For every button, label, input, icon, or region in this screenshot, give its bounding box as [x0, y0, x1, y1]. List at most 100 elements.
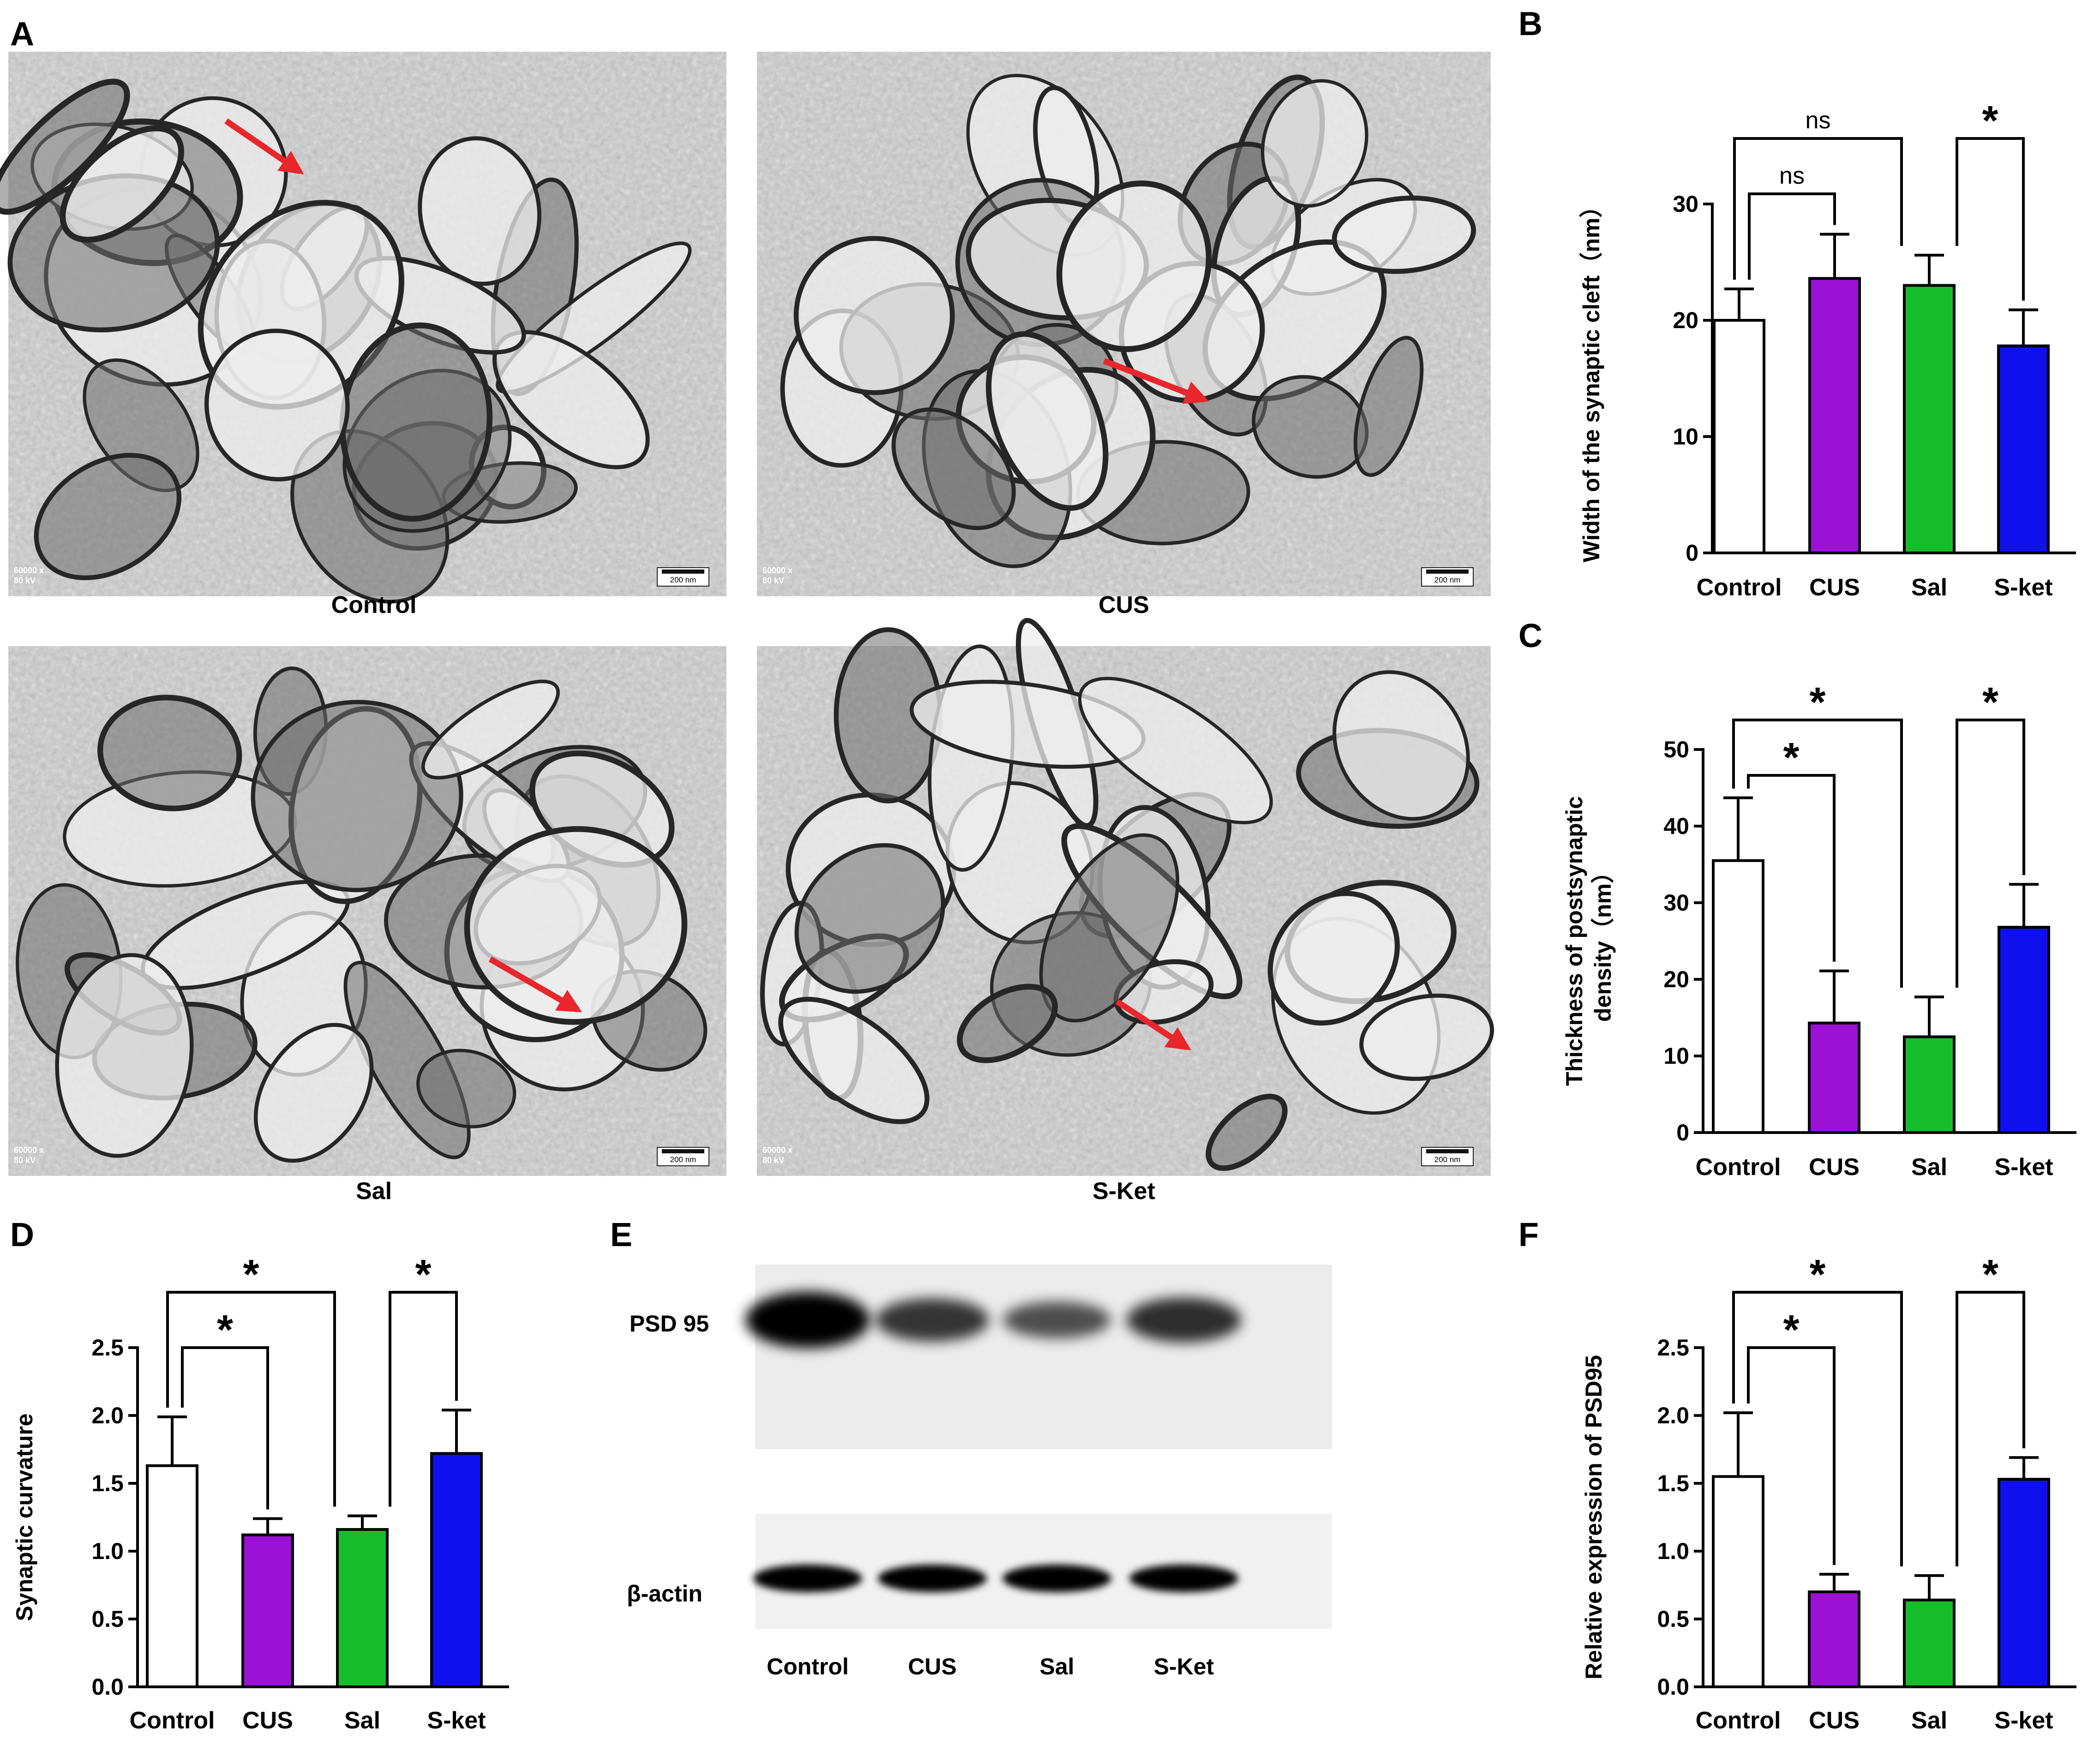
- actin-band: [1129, 1565, 1238, 1592]
- significance-label: *: [1809, 1252, 1825, 1298]
- y-tick-label: 0.5: [91, 1606, 124, 1632]
- significance-bracket: [1732, 1291, 1903, 1566]
- psd95-band: [876, 1298, 989, 1342]
- tem-cell-profile: [60, 125, 184, 243]
- voltage-label: 80 kV: [762, 1156, 784, 1165]
- panel-letter-d: D: [10, 1217, 34, 1253]
- y-tick-label: 0.0: [1657, 1674, 1689, 1700]
- x-tick-label: Control: [1696, 1707, 1781, 1734]
- magnification-label: 60000 x: [762, 566, 792, 575]
- tem-cell-profile: [1260, 79, 1368, 208]
- y-axis-label: Relative expression of PSD95: [1581, 1355, 1607, 1679]
- bar: [1903, 1598, 1956, 1689]
- y-axis-label: Synaptic curvature: [12, 1413, 37, 1621]
- tem-mitochondrion: [1353, 336, 1424, 477]
- bar: [1998, 926, 2050, 1134]
- blot-lane-label: Sal: [1039, 1654, 1074, 1679]
- x-tick-label: S-ket: [427, 1707, 486, 1734]
- tem-mitochondrion: [0, 78, 130, 215]
- chart-synaptic-cleft-width: 0 10 20 30 Control CUS Sal S-ket Width of the sy…: [1578, 98, 2076, 601]
- tem-caption: S-Ket: [1092, 1178, 1155, 1205]
- blot-row-label: β-actin: [627, 1581, 702, 1607]
- x-tick-label: CUS: [1809, 574, 1860, 601]
- significance-bracket: [1748, 192, 1836, 280]
- synapse-arrow: [1115, 999, 1191, 1050]
- x-tick-label: CUS: [1809, 1154, 1860, 1181]
- actin-band: [1002, 1565, 1111, 1592]
- psd95-band: [745, 1292, 870, 1348]
- bar: [1808, 1021, 1860, 1134]
- y-tick-label: 1.5: [91, 1470, 124, 1496]
- significance-label: *: [217, 1307, 233, 1353]
- magnification-label: 60000 x: [762, 1145, 792, 1155]
- tem-mitochondrion: [891, 407, 1016, 530]
- significance-label: *: [1809, 679, 1825, 726]
- blot-lane-label: Control: [767, 1654, 849, 1679]
- tem-caption: Control: [331, 592, 417, 618]
- voltage-label: 80 kV: [14, 1156, 36, 1165]
- y-tick-label: 30: [1673, 191, 1698, 217]
- tem-cell-profile: [421, 679, 560, 780]
- bar: [1712, 1475, 1764, 1689]
- psd95-band: [1126, 1297, 1242, 1343]
- bar: [1808, 277, 1861, 554]
- bar: [1903, 1035, 1956, 1134]
- scale-bar: [662, 1149, 704, 1153]
- y-tick-label: 2.5: [91, 1335, 124, 1361]
- tem-cell-profile: [253, 1023, 374, 1163]
- significance-label: *: [415, 1252, 431, 1298]
- tem-mitochondrion: [416, 1049, 516, 1128]
- significance-label: *: [1982, 679, 1998, 726]
- bar: [1808, 1590, 1860, 1688]
- y-tick-label: 20: [1673, 307, 1698, 333]
- tem-cell-profile: [418, 136, 541, 286]
- significance-bracket: [1732, 719, 1903, 988]
- magnification-label: 60000 x: [14, 1145, 44, 1155]
- y-tick-label: 20: [1663, 966, 1689, 992]
- synapse-arrow: [1103, 358, 1209, 404]
- y-tick-label: 0.0: [91, 1674, 124, 1700]
- significance-bracket: [1956, 719, 2025, 988]
- tem-caption: Sal: [356, 1178, 392, 1205]
- tem-panel: 200 nm 60000 x80 kV: [757, 618, 1494, 1176]
- panel-letter-b: B: [1518, 6, 1542, 42]
- bar: [1712, 859, 1764, 1134]
- blot-lane-label: S-Ket: [1154, 1654, 1214, 1679]
- actin-band: [878, 1565, 987, 1592]
- y-tick-label: 0.5: [1657, 1606, 1689, 1632]
- tem-mitochondrion: [957, 983, 1058, 1063]
- bar: [1713, 319, 1765, 554]
- scale-bar: [1426, 570, 1469, 574]
- blot-membrane-psd95: [755, 1265, 1332, 1449]
- significance-bracket: [1747, 774, 1836, 962]
- chart-postsynaptic-density-thickness: 0 10 20 30 40 50 Control CUS Sal S-ket Thickness o…: [1561, 679, 2076, 1181]
- tem-panel: 200 nm 60000 x80 kV: [0, 52, 726, 604]
- tem-panel: 200 nm 60000 x80 kV: [8, 646, 726, 1176]
- bar: [1997, 344, 2050, 554]
- tem-mitochondrion: [97, 695, 242, 811]
- x-tick-label: Control: [130, 1707, 215, 1734]
- panel-letter-f: F: [1518, 1217, 1539, 1253]
- x-tick-label: Sal: [1911, 1154, 1947, 1181]
- y-tick-label: 2.0: [1657, 1403, 1689, 1428]
- significance-bracket: [181, 1346, 269, 1510]
- x-tick-label: Sal: [1911, 1707, 1947, 1734]
- x-tick-label: Sal: [1911, 574, 1947, 601]
- y-axis-label: Thickness of postsynaptic: [1561, 796, 1587, 1086]
- significance-label: ns: [1806, 107, 1831, 134]
- scale-bar-label: 200 nm: [1434, 1155, 1461, 1164]
- tem-cell-profile: [1056, 180, 1212, 352]
- western-blot: PSD 95 β-actin Control CUS Sal S-Ket: [627, 1265, 1332, 1679]
- y-tick-label: 40: [1663, 813, 1689, 839]
- significance-label: ns: [1779, 162, 1805, 189]
- significance-bracket: [1733, 137, 1903, 280]
- significance-bracket: [166, 1291, 336, 1507]
- scale-bar-label: 200 nm: [1434, 576, 1461, 584]
- bar: [336, 1528, 389, 1688]
- scale-bar-label: 200 nm: [670, 576, 696, 584]
- tem-mitochondrion: [794, 843, 945, 994]
- y-axis-label: Width of the synaptic cleft（nm）: [1578, 195, 1604, 563]
- actin-band: [753, 1565, 862, 1592]
- significance-label: *: [1783, 1307, 1799, 1353]
